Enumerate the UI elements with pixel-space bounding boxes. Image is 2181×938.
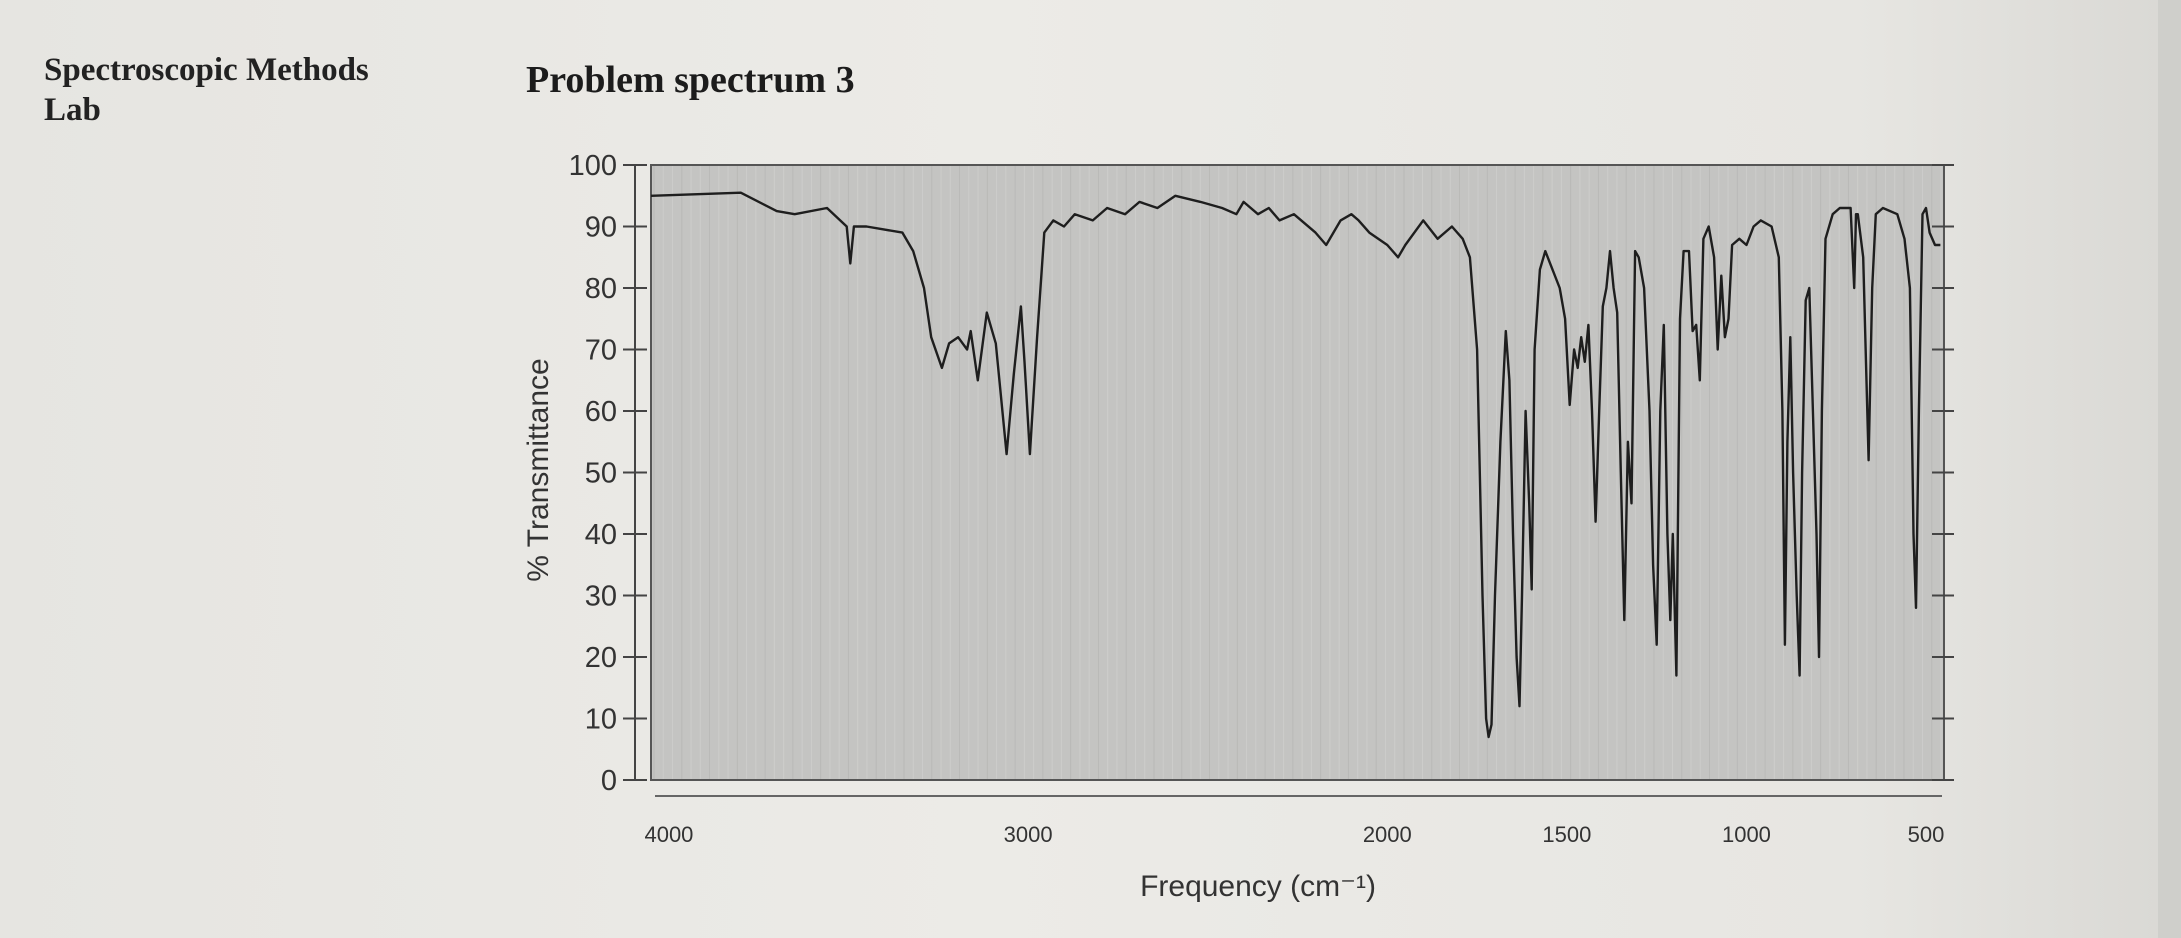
y-tick-label: 80 bbox=[585, 273, 617, 305]
x-tick-label: 2000 bbox=[1363, 822, 1412, 847]
x-axis-label: Frequency (cm⁻¹) bbox=[1140, 870, 1376, 903]
x-tick-label: 3000 bbox=[1004, 822, 1053, 847]
x-axis: 4000 3000 2000 1500 1000 500 bbox=[644, 822, 1944, 847]
right-axis-ticks bbox=[1932, 164, 1954, 781]
y-tick-label: 30 bbox=[585, 581, 617, 613]
y-tick-label: 20 bbox=[585, 642, 617, 674]
problem-title: Problem spectrum 3 bbox=[526, 59, 855, 101]
y-axis: 0 10 20 30 40 50 60 70 80 90 100 bbox=[569, 150, 647, 797]
y-tick-label: 50 bbox=[585, 458, 617, 490]
paper-edge-shadow bbox=[2158, 0, 2181, 938]
y-tick-label: 40 bbox=[585, 519, 617, 551]
y-tick-label: 0 bbox=[601, 765, 617, 797]
course-heading-line-1: Spectroscopic Methods bbox=[44, 52, 369, 88]
x-tick-label: 4000 bbox=[644, 822, 693, 847]
plot-area bbox=[650, 164, 1945, 797]
y-tick-label: 90 bbox=[585, 212, 617, 244]
y-tick-label: 70 bbox=[585, 335, 617, 367]
plot-background bbox=[651, 165, 1944, 780]
y-tick-label: 10 bbox=[585, 704, 617, 736]
x-tick-label: 1000 bbox=[1722, 822, 1771, 847]
y-tick-label: 60 bbox=[585, 396, 617, 428]
x-tick-label: 1500 bbox=[1542, 822, 1591, 847]
y-tick-label: 100 bbox=[569, 150, 617, 182]
spectrum-trace bbox=[650, 191, 1941, 739]
course-heading-line-2: Lab bbox=[44, 92, 101, 128]
x-tick-label: 500 bbox=[1908, 822, 1945, 847]
y-axis-label: % Transmittance bbox=[522, 358, 555, 581]
course-heading: Spectroscopic Methods Lab bbox=[44, 50, 369, 130]
